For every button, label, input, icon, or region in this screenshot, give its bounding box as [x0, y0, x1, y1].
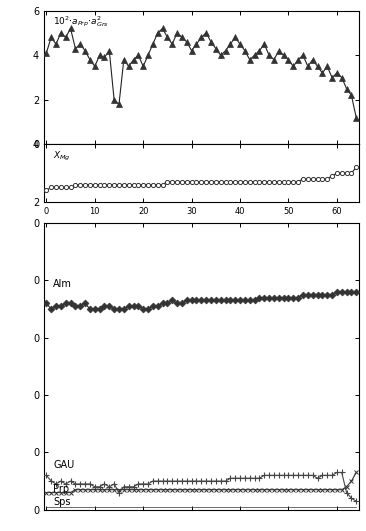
- Text: Alm: Alm: [53, 279, 72, 289]
- Text: $10^2{\cdot}a_{Prp}{\cdot}a_{Grs}^2$: $10^2{\cdot}a_{Prp}{\cdot}a_{Grs}^2$: [53, 15, 109, 29]
- Text: $X_{Mg}$: $X_{Mg}$: [53, 150, 71, 163]
- Text: Sps: Sps: [53, 497, 71, 507]
- Text: GAU: GAU: [53, 460, 75, 469]
- Text: Prp: Prp: [53, 484, 70, 494]
